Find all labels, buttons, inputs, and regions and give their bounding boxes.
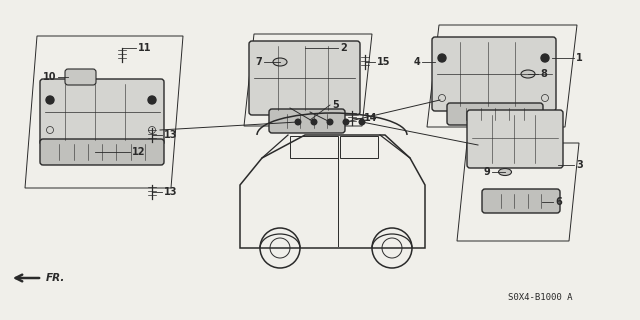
Text: 14: 14	[364, 113, 378, 123]
FancyBboxPatch shape	[249, 41, 360, 115]
Circle shape	[343, 119, 349, 125]
Circle shape	[327, 119, 333, 125]
Text: 15: 15	[377, 57, 390, 67]
Text: 5: 5	[332, 100, 339, 110]
Text: 2: 2	[340, 43, 347, 53]
FancyBboxPatch shape	[432, 37, 556, 111]
FancyBboxPatch shape	[482, 189, 560, 213]
Circle shape	[438, 54, 446, 62]
Text: 13: 13	[164, 187, 177, 197]
Text: 3: 3	[576, 160, 583, 170]
Text: 9: 9	[483, 167, 490, 177]
Ellipse shape	[499, 169, 511, 175]
FancyBboxPatch shape	[40, 79, 164, 145]
FancyBboxPatch shape	[447, 103, 543, 125]
Text: 4: 4	[413, 57, 420, 67]
Bar	[290, 136, 338, 158]
Ellipse shape	[521, 70, 535, 78]
FancyBboxPatch shape	[40, 139, 164, 165]
Circle shape	[46, 96, 54, 104]
FancyBboxPatch shape	[269, 109, 345, 133]
FancyBboxPatch shape	[65, 69, 96, 85]
Text: 12: 12	[132, 147, 145, 157]
FancyBboxPatch shape	[467, 110, 563, 168]
Circle shape	[359, 119, 365, 125]
Text: 8: 8	[540, 69, 547, 79]
Text: FR.: FR.	[46, 273, 65, 283]
Circle shape	[295, 119, 301, 125]
Circle shape	[438, 94, 445, 101]
Circle shape	[148, 126, 156, 133]
Text: 13: 13	[164, 130, 177, 140]
Circle shape	[541, 54, 549, 62]
Text: 6: 6	[555, 197, 562, 207]
Circle shape	[47, 126, 54, 133]
Text: 7: 7	[255, 57, 262, 67]
Text: 11: 11	[138, 43, 152, 53]
Circle shape	[541, 94, 548, 101]
Ellipse shape	[273, 58, 287, 66]
Bar	[340, 136, 378, 158]
Circle shape	[148, 96, 156, 104]
Text: 1: 1	[576, 53, 583, 63]
Circle shape	[311, 119, 317, 125]
Text: S0X4-B1000 A: S0X4-B1000 A	[508, 293, 573, 302]
Text: 10: 10	[42, 72, 56, 82]
